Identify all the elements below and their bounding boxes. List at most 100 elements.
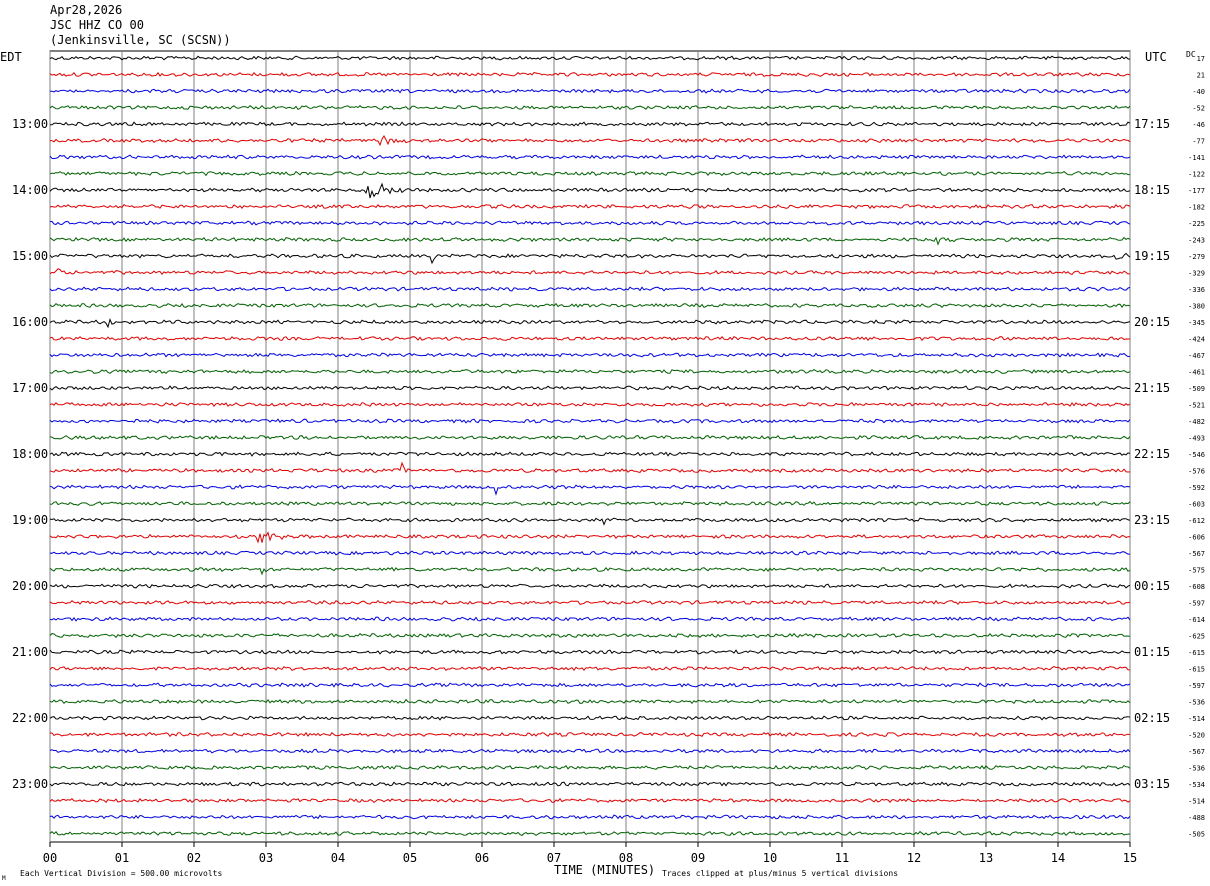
trace-line [49, 182, 1131, 199]
edt-hour-label: 16:00 [12, 315, 48, 329]
dc-offset-label: -336 [1188, 286, 1205, 294]
station-label: JSC HHZ CO 00 [50, 18, 144, 32]
trace-line [49, 698, 1131, 705]
trace-line [49, 583, 1131, 589]
dc-offset-label: -461 [1188, 369, 1205, 377]
dc-offset-label: -509 [1188, 385, 1205, 393]
dc-offset-label: -279 [1188, 253, 1205, 261]
trace-line [49, 352, 1131, 358]
dc-offset-label: -380 [1188, 303, 1205, 311]
edt-hour-label: 23:00 [12, 777, 48, 791]
dc-offset-label: -520 [1188, 732, 1205, 740]
trace-line [49, 814, 1131, 820]
dc-offset-label: -521 [1188, 402, 1205, 410]
dc-offset-label: -467 [1188, 352, 1205, 360]
utc-hour-label: 00:15 [1134, 579, 1170, 593]
x-tick-label: 08 [619, 851, 633, 865]
x-tick-label: 10 [763, 851, 777, 865]
edt-hour-label: 15:00 [12, 249, 48, 263]
trace-line [49, 665, 1131, 672]
dc-offset-label: -597 [1188, 682, 1205, 690]
dc-offset-label: -329 [1188, 270, 1205, 278]
trace-line [50, 88, 1131, 94]
trace-line [49, 317, 1131, 329]
x-tick-label: 11 [835, 851, 849, 865]
edt-hour-label: 22:00 [12, 711, 48, 725]
dc-offset-label: -40 [1192, 88, 1205, 96]
dc-offset-label: -493 [1188, 435, 1205, 443]
dc-offset-label: -52 [1192, 105, 1205, 113]
trace-line [49, 236, 1131, 246]
dc-offset-label: -514 [1188, 798, 1205, 806]
dc-offset-label: -243 [1188, 237, 1205, 245]
dc-offset-label: -625 [1188, 633, 1205, 641]
scale-note: Each Vertical Division = 500.00 microvol… [20, 869, 222, 878]
utc-hour-label: 21:15 [1134, 381, 1170, 395]
edt-hour-label: 13:00 [12, 117, 48, 131]
utc-hour-label: 02:15 [1134, 711, 1170, 725]
x-tick-label: 07 [547, 851, 561, 865]
edt-hour-label: 17:00 [12, 381, 48, 395]
trace-line [49, 797, 1131, 804]
utc-hour-label: 19:15 [1134, 249, 1170, 263]
dc-offset-label: -182 [1188, 204, 1205, 212]
dc-offset-label: -177 [1188, 187, 1205, 195]
x-tick-label: 09 [691, 851, 705, 865]
dc-offset-label: -536 [1188, 765, 1205, 773]
dc-offset-label: -606 [1188, 534, 1205, 542]
dc-offset-label: -225 [1188, 220, 1205, 228]
dc-offset-label: -567 [1188, 550, 1205, 558]
dc-offset-label: -615 [1188, 666, 1205, 674]
dc-offset-label: -46 [1192, 121, 1205, 129]
dc-offset-label: -576 [1188, 468, 1205, 476]
utc-hour-label: 03:15 [1134, 777, 1170, 791]
x-tick-label: 05 [403, 851, 417, 865]
trace-line [49, 484, 1131, 496]
chart-labels: 13:00 14:00 15:00 16:00 17:00 18:00 19:00 20:00… [12, 55, 1205, 839]
trace-line [49, 369, 1131, 375]
dc-offset-label: 17 [1197, 55, 1205, 63]
trace-line [49, 385, 1130, 391]
trace-line [49, 715, 1131, 721]
trace-line [49, 531, 1131, 544]
edt-hour-label: 14:00 [12, 183, 48, 197]
dc-offset-label: -482 [1188, 418, 1205, 426]
trace-line [49, 461, 1131, 474]
trace-line [49, 830, 1131, 837]
trace-line [49, 616, 1131, 622]
trace-line [49, 649, 1131, 655]
x-tick-label: 06 [475, 851, 489, 865]
dc-offset-label: -546 [1188, 451, 1205, 459]
x-tick-label: 14 [1051, 851, 1065, 865]
dc-offset-label: -536 [1188, 699, 1205, 707]
dc-offset-label: -514 [1188, 715, 1205, 723]
trace-line [50, 135, 1131, 147]
trace-line [49, 220, 1131, 226]
trace-line [49, 336, 1131, 342]
trace-line [49, 550, 1130, 556]
dc-offset-label: -603 [1188, 501, 1205, 509]
dc-offset-label: -575 [1188, 567, 1205, 575]
trace-line [49, 203, 1131, 210]
dc-offset-label: -488 [1188, 814, 1205, 822]
trace-line [49, 731, 1131, 738]
x-tick-label: 15 [1123, 851, 1137, 865]
trace-line [49, 500, 1131, 507]
trace-line [49, 286, 1131, 292]
trace-line [49, 517, 1131, 526]
chart-grid: 00 01 02 03 04 05 06 07 08 09 10 11 12 13 14 15 [43, 50, 1137, 865]
dc-offset-label: -77 [1192, 138, 1205, 146]
trace-line [49, 451, 1131, 457]
trace-line [49, 71, 1131, 78]
trace-line [49, 252, 1131, 265]
trace-line [49, 302, 1131, 309]
dc-label: DC [1186, 50, 1196, 59]
trace-line [49, 418, 1131, 424]
trace-line [49, 748, 1131, 754]
trace-line [49, 268, 1131, 276]
dc-offset-label: -592 [1188, 484, 1205, 492]
dc-offset-label: -608 [1188, 583, 1205, 591]
utc-hour-label: 01:15 [1134, 645, 1170, 659]
trace-line [49, 434, 1131, 441]
x-tick-label: 13 [979, 851, 993, 865]
